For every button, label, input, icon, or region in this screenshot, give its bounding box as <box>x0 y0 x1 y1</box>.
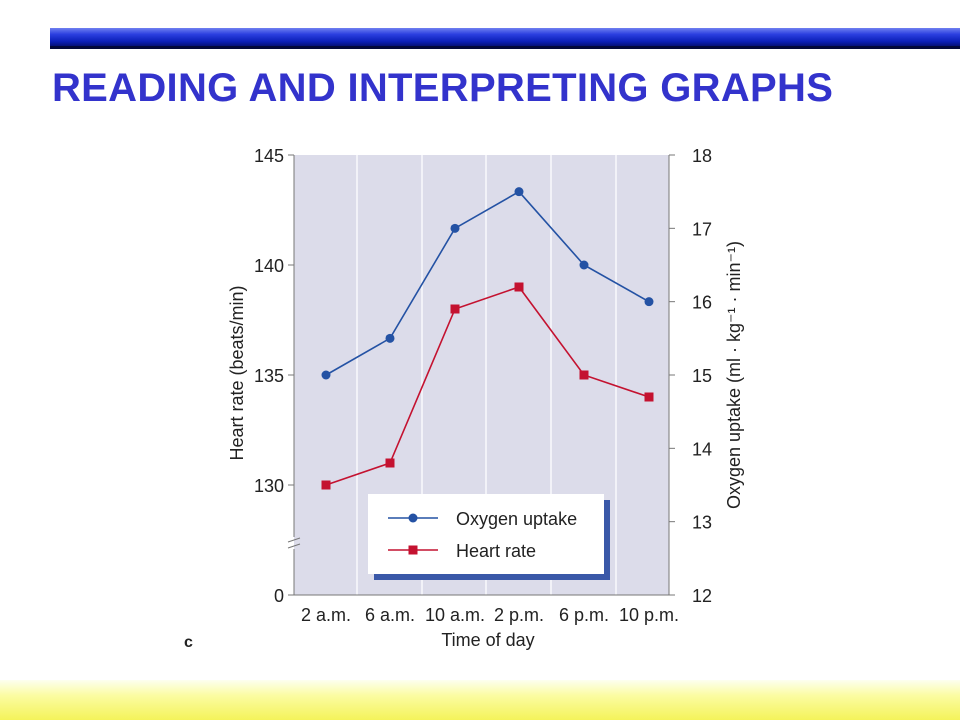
x-tick-label-1: 6 a.m. <box>365 605 415 625</box>
left-tick-label-135: 135 <box>254 366 284 386</box>
series-group <box>321 187 654 490</box>
oxygen-uptake-point-4 <box>579 260 589 270</box>
left-axis-title: Heart rate (beats/min) <box>227 285 247 460</box>
legend: Oxygen uptake Heart rate <box>368 494 610 580</box>
heart-rate-point-2 <box>450 304 460 314</box>
axis-ticks: 0 130 135 140 145 12 13 14 15 16 17 18 2 a.m. 6 a.m. 1… <box>254 146 712 625</box>
right-tick-label-14: 14 <box>692 439 712 459</box>
panel-label: c <box>184 634 193 651</box>
axis-break-mark <box>287 537 301 549</box>
x-tick-label-2: 10 a.m. <box>425 605 485 625</box>
right-tick-label-16: 16 <box>692 293 712 313</box>
right-tick-label-15: 15 <box>692 366 712 386</box>
right-tick-label-12: 12 <box>692 586 712 606</box>
x-tick-label-5: 10 p.m. <box>619 605 679 625</box>
x-tick-label-3: 2 p.m. <box>494 605 544 625</box>
right-tick-label-13: 13 <box>692 513 712 533</box>
left-tick-label-130: 130 <box>254 476 284 496</box>
x-tick-label-0: 2 a.m. <box>301 605 351 625</box>
oxygen-uptake-point-3 <box>514 187 524 197</box>
legend-marker-heart <box>408 545 418 555</box>
legend-marker-oxygen <box>408 513 418 523</box>
legend-label-heart: Heart rate <box>456 541 536 561</box>
oxygen-uptake-point-2 <box>450 223 460 233</box>
bottom-band-decoration <box>0 680 960 720</box>
x-tick-label-4: 6 p.m. <box>559 605 609 625</box>
left-tick-label-140: 140 <box>254 256 284 276</box>
heart-rate-line <box>325 286 650 486</box>
heart-rate-point-4 <box>579 370 589 380</box>
right-tick-label-17: 17 <box>692 219 712 239</box>
oxygen-uptake-point-0 <box>321 370 331 380</box>
title-bar-decoration <box>50 28 960 49</box>
oxygen-uptake-point-1 <box>385 333 395 343</box>
heart-rate-point-3 <box>514 282 524 292</box>
legend-box <box>368 494 604 574</box>
oxygen-uptake-point-5 <box>644 297 654 307</box>
right-axis-title: Oxygen uptake (ml · kg⁻¹ · min⁻¹) <box>724 241 744 509</box>
legend-label-oxygen: Oxygen uptake <box>456 509 577 529</box>
heart-rate-point-1 <box>385 458 395 468</box>
oxygen-uptake-line <box>325 190 650 376</box>
left-tick-label-0: 0 <box>274 586 284 606</box>
right-tick-label-18: 18 <box>692 146 712 166</box>
heart-rate-point-0 <box>321 480 331 490</box>
left-tick-label-145: 145 <box>254 146 284 166</box>
page-title: READING AND INTERPRETING GRAPHS <box>52 66 834 110</box>
x-axis-title: Time of day <box>441 630 534 650</box>
heart-rate-point-5 <box>644 392 654 402</box>
